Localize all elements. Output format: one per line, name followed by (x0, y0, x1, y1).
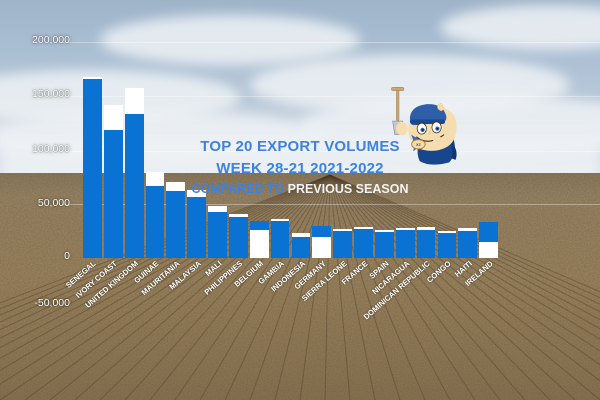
svg-text:XZ: XZ (416, 143, 422, 147)
